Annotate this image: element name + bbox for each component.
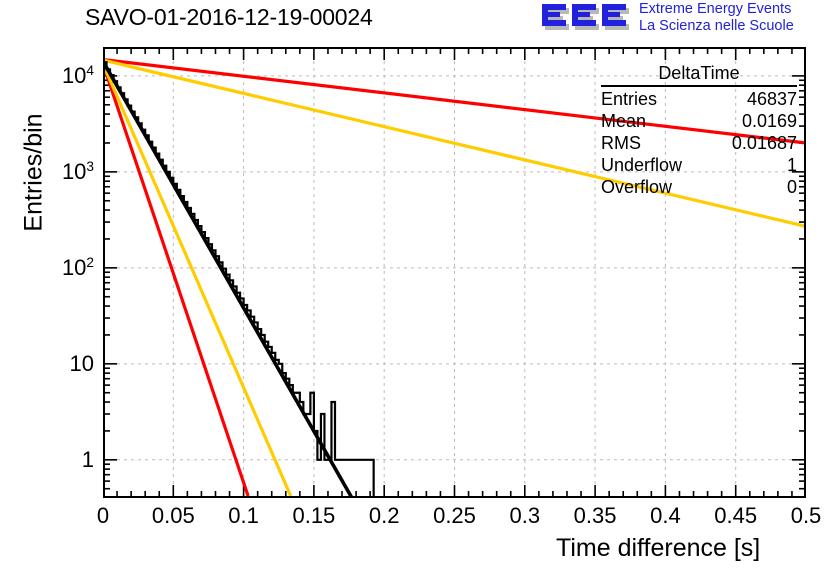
stats-title: DeltaTime <box>658 63 740 83</box>
x-tick-label: 0.45 <box>714 503 758 528</box>
stats-value: 0.01687 <box>731 133 797 153</box>
x-tick-label: 0.05 <box>151 503 195 528</box>
stats-key: Entries <box>601 89 658 109</box>
stats-box: DeltaTime Entries 46837 Mean 0.0169 RMS 0.016… <box>601 62 797 198</box>
x-tick-label: 0.25 <box>433 503 476 528</box>
plot-frame <box>103 47 806 498</box>
stats-divider <box>601 85 797 87</box>
y-tick-label: 104 <box>61 62 94 89</box>
x-tick-label: 0.2 <box>368 503 400 528</box>
stats-key: Underflow <box>601 155 683 175</box>
stats-row: Underflow 1 <box>601 154 797 176</box>
y-tick-label: 102 <box>61 254 94 281</box>
x-tick-label: 0.35 <box>573 503 617 528</box>
x-tick-label: 0.15 <box>292 503 336 528</box>
stats-key: Mean <box>601 111 647 131</box>
stats-row: Mean 0.0169 <box>601 110 797 132</box>
eee-logo: Extreme Energy Events La Scienza nelle S… <box>541 1 833 37</box>
stats-key: Overflow <box>601 177 673 197</box>
stats-rows: Entries 46837 Mean 0.0169 RMS 0.01687 Underflo… <box>601 88 797 198</box>
stats-row: Overflow 0 <box>601 176 797 198</box>
stats-value: 46837 <box>746 89 797 109</box>
logo-line-2: La Scienza nelle Scuole <box>639 18 794 34</box>
y-axis-label: Entries/bin <box>19 113 48 232</box>
y-tick-label: 1 <box>81 446 94 472</box>
x-axis-label: Time difference [s] <box>556 534 761 562</box>
stats-row: RMS 0.01687 <box>601 132 797 154</box>
y-tick-label: 103 <box>61 158 94 185</box>
x-tick-label: 0.3 <box>509 503 541 528</box>
stats-value: 0 <box>786 177 797 197</box>
stats-value: 0.0169 <box>741 111 797 131</box>
y-tick-label: 10 <box>69 350 94 376</box>
x-tick-label: 0.5 <box>790 503 822 528</box>
logo-line-1: Extreme Energy Events <box>639 1 792 17</box>
x-tick-label: 0.4 <box>650 503 681 528</box>
page-title: SAVO-01-2016-12-19-00024 <box>85 4 373 30</box>
eee-monogram-icon <box>541 2 633 34</box>
x-tick-label: 0 <box>96 503 110 528</box>
stats-value: 1 <box>786 155 797 175</box>
stats-row: Entries 46837 <box>601 88 797 110</box>
x-tick-label: 0.1 <box>228 503 259 528</box>
stats-key: RMS <box>601 133 641 153</box>
